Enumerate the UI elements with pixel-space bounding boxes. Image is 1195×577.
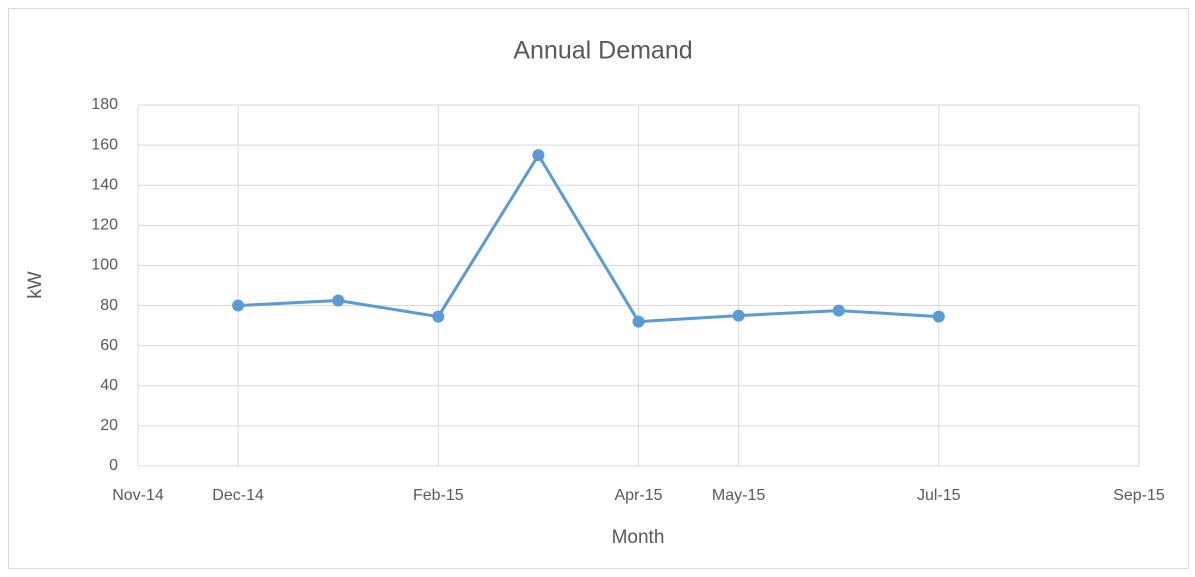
y-tick-label: 40 bbox=[100, 377, 118, 394]
x-tick-label: Feb-15 bbox=[413, 487, 464, 504]
y-tick-label: 20 bbox=[100, 417, 118, 434]
y-tick-label: 160 bbox=[91, 136, 118, 153]
x-tick-label: Sep-15 bbox=[1113, 487, 1165, 504]
data-point bbox=[432, 310, 445, 323]
y-tick-label: 140 bbox=[91, 176, 118, 193]
y-tick-label: 100 bbox=[91, 257, 118, 274]
y-tick-label: 120 bbox=[91, 217, 118, 234]
x-tick-label: Apr-15 bbox=[614, 487, 662, 504]
data-point bbox=[632, 315, 645, 328]
y-tick-label: 180 bbox=[91, 96, 118, 113]
y-tick-label: 60 bbox=[100, 337, 118, 354]
x-axis-label: Month bbox=[612, 527, 665, 548]
data-line bbox=[238, 153, 939, 324]
x-tick-label: May-15 bbox=[712, 487, 765, 504]
y-tick-label: 0 bbox=[109, 457, 118, 474]
y-tick-label: 80 bbox=[100, 297, 118, 314]
x-tick-label: Nov-14 bbox=[112, 487, 164, 504]
data-point bbox=[732, 309, 745, 322]
data-point bbox=[932, 310, 945, 323]
y-axis-label: kW bbox=[25, 271, 46, 299]
chart-title: Annual Demand bbox=[513, 37, 692, 65]
x-tick-label: Dec-14 bbox=[212, 487, 264, 504]
data-point bbox=[232, 299, 245, 312]
data-point bbox=[532, 149, 545, 162]
x-tick-label: Jul-15 bbox=[917, 487, 961, 504]
data-point bbox=[332, 294, 345, 307]
data-point bbox=[832, 304, 845, 317]
chart-frame bbox=[8, 8, 1189, 569]
